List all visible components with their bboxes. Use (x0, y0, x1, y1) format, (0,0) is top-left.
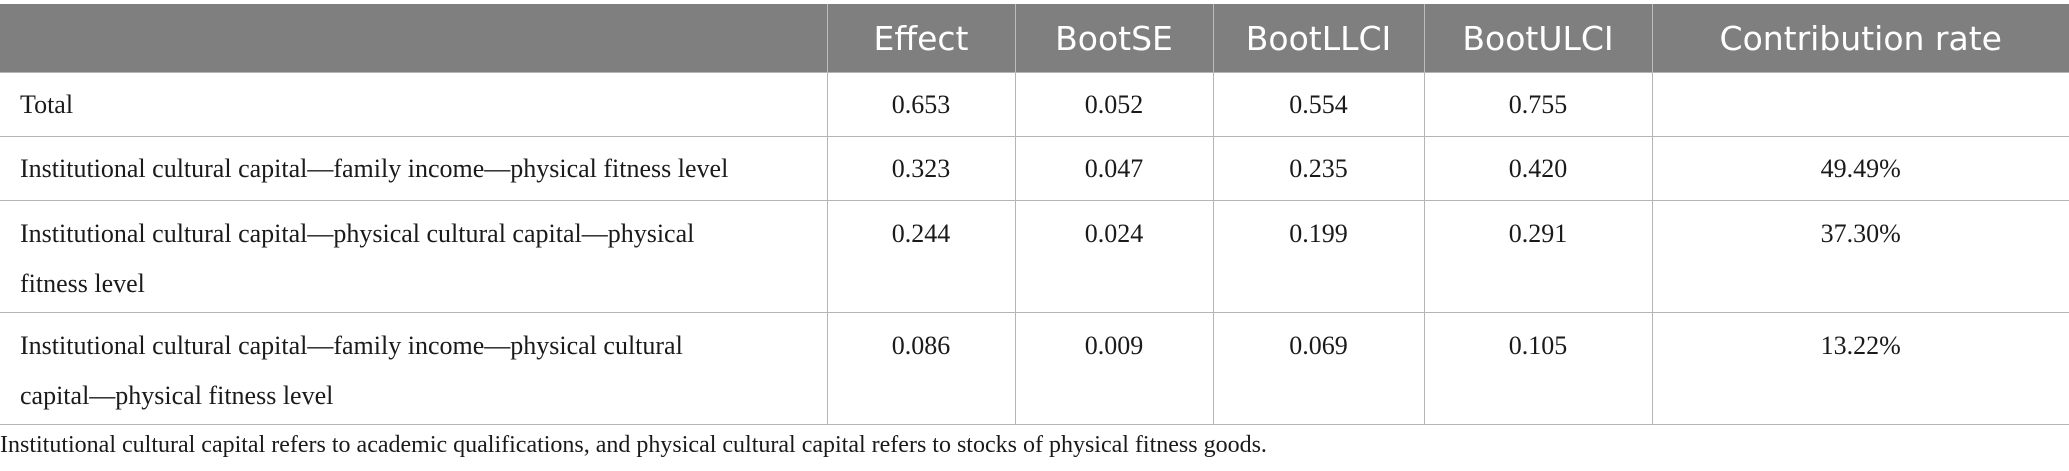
row-label: Total (0, 72, 828, 137)
table-body: Total 0.653 0.052 0.554 0.755 Institutio… (0, 72, 2069, 425)
mediation-table-container: Effect BootSE BootLLCI BootULCI Contribu… (0, 4, 2069, 425)
cell-bootllci: 0.235 (1212, 136, 1425, 201)
table-row: Institutional cultural capital—family in… (0, 312, 2069, 425)
table-row: Institutional cultural capital—physical … (0, 200, 2069, 313)
cell-effect: 0.086 (826, 312, 1016, 425)
row-label-line: Institutional cultural capital—physical … (20, 219, 695, 248)
row-label-line: fitness level (20, 269, 145, 298)
header-bootulci: BootULCI (1423, 4, 1652, 73)
table-row: Total 0.653 0.052 0.554 0.755 (0, 72, 2069, 137)
cell-contribution: 37.30% (1651, 200, 2069, 313)
row-label: Institutional cultural capital—family in… (0, 136, 828, 201)
cell-bootulci: 0.420 (1423, 136, 1653, 201)
cell-bootse: 0.047 (1014, 136, 1214, 201)
cell-contribution (1651, 72, 2069, 137)
table-header: Effect BootSE BootLLCI BootULCI Contribu… (0, 4, 2069, 73)
cell-effect: 0.653 (826, 72, 1016, 137)
row-label-line: capital—physical fitness level (20, 381, 334, 410)
row-label-line: Institutional cultural capital—family in… (20, 331, 683, 360)
row-label: Institutional cultural capital—physical … (0, 200, 828, 313)
mediation-effects-table: Effect BootSE BootLLCI BootULCI Contribu… (0, 4, 2069, 425)
cell-bootse: 0.009 (1014, 312, 1214, 425)
header-effect: Effect (826, 4, 1015, 73)
table-row: Institutional cultural capital—family in… (0, 136, 2069, 201)
header-bootse: BootSE (1014, 4, 1213, 73)
cell-bootse: 0.024 (1014, 200, 1214, 313)
cell-bootllci: 0.199 (1212, 200, 1425, 313)
cell-bootse: 0.052 (1014, 72, 1214, 137)
cell-bootulci: 0.105 (1423, 312, 1653, 425)
header-path (0, 4, 827, 73)
row-label: Institutional cultural capital—family in… (0, 312, 828, 425)
cell-contribution: 49.49% (1651, 136, 2069, 201)
cell-contribution: 13.22% (1651, 312, 2069, 425)
cell-effect: 0.244 (826, 200, 1016, 313)
cell-effect: 0.323 (826, 136, 1016, 201)
cell-bootllci: 0.069 (1212, 312, 1425, 425)
cell-bootllci: 0.554 (1212, 72, 1425, 137)
table-footnote: Institutional cultural capital refers to… (0, 432, 1267, 458)
cell-bootulci: 0.291 (1423, 200, 1653, 313)
cell-bootulci: 0.755 (1423, 72, 1653, 137)
header-bootllci: BootLLCI (1212, 4, 1424, 73)
header-row: Effect BootSE BootLLCI BootULCI Contribu… (0, 4, 2069, 73)
header-contribution-rate: Contribution rate (1651, 4, 2069, 73)
